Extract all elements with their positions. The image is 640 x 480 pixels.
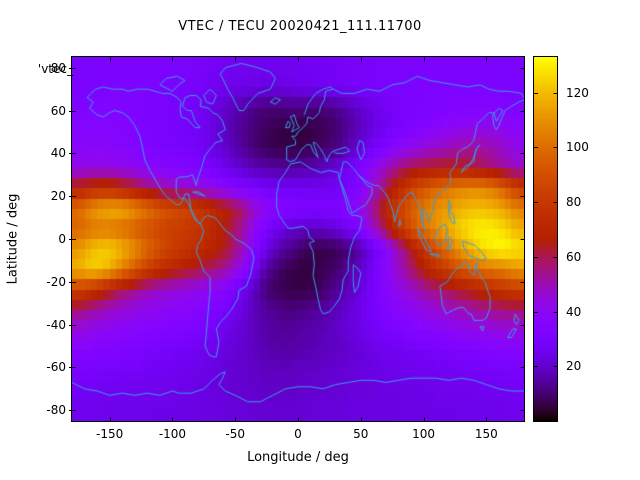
y-tick-label: -20 [46, 274, 66, 289]
y-axis-label-text: Latitude / deg [5, 193, 21, 285]
y-tick-label: 80 [50, 60, 66, 75]
colorbar-tick-label: 100 [566, 140, 589, 155]
x-tick-label: 50 [353, 427, 369, 441]
heatmap-canvas [72, 57, 524, 421]
y-tick-label: 40 [50, 146, 66, 161]
x-tick-label: 100 [412, 427, 435, 441]
x-tick-label: 0 [294, 427, 302, 441]
y-tick-label: 60 [50, 103, 66, 118]
x-axis-label: Longitude / deg [247, 450, 349, 465]
chart-title: VTEC / TECU 20020421_111.11700 [178, 19, 422, 34]
plot-key-label: 'vtec_ [37, 62, 73, 76]
colorbar-tick-label: 80 [566, 195, 582, 210]
colorbar-canvas [534, 57, 557, 421]
y-tick-label: 0 [58, 232, 66, 246]
colorbar-tick-label: 120 [566, 85, 589, 100]
colorbar-tick-label: 20 [566, 359, 582, 374]
x-tick-label: 150 [474, 427, 498, 441]
x-tick-label: -150 [96, 427, 124, 441]
y-tick-label: 20 [50, 189, 66, 204]
y-tick-label: -80 [46, 403, 66, 418]
colorbar-tick-label: 40 [566, 304, 582, 319]
x-tick-label: -50 [225, 427, 246, 441]
colorbar-tick-label: 60 [566, 249, 582, 264]
y-tick-label: -60 [46, 360, 66, 375]
y-tick-label: -40 [46, 317, 66, 332]
x-tick-label: -100 [158, 427, 187, 441]
